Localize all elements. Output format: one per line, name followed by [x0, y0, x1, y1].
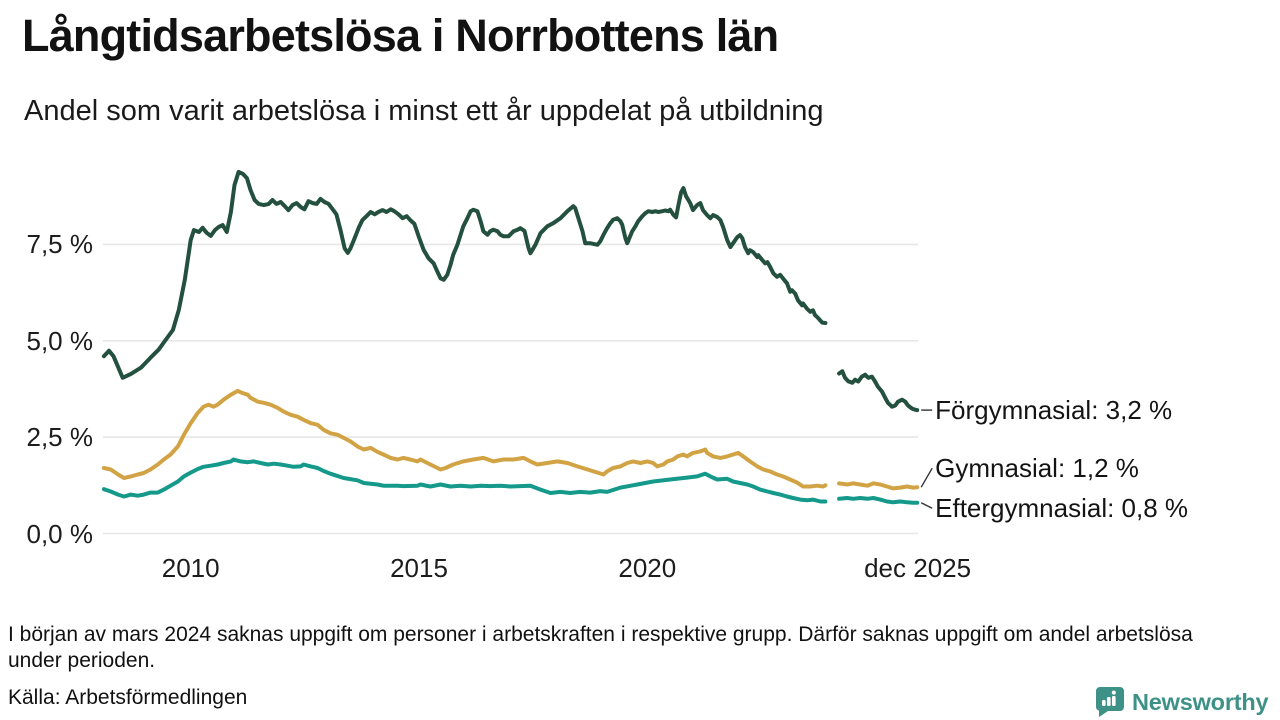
series-lines [101, 169, 920, 505]
series-line-eftergymnasial [101, 457, 920, 505]
newsworthy-logo-text: Newsworthy [1132, 688, 1269, 715]
leader-line-eftergymnasial [920, 502, 933, 509]
newsworthy-logo-icon [1096, 687, 1124, 717]
newsworthy-logo: Newsworthy [1093, 686, 1269, 718]
chart-subtitle: Andel som varit arbetslösa i minst ett å… [24, 95, 824, 127]
source-note: Källa: Arbetsförmedlingen [8, 686, 248, 709]
series-line-förgymnasial [101, 169, 920, 413]
leader-line-gymnasial [920, 467, 933, 488]
page-title: Långtidsarbetslösa i Norrbottens län [22, 10, 779, 61]
leader-lines [920, 409, 933, 509]
series-line-gymnasial [101, 388, 920, 491]
gridlines [103, 243, 918, 535]
footnote: I början av mars 2024 saknas uppgift om … [8, 623, 1193, 672]
